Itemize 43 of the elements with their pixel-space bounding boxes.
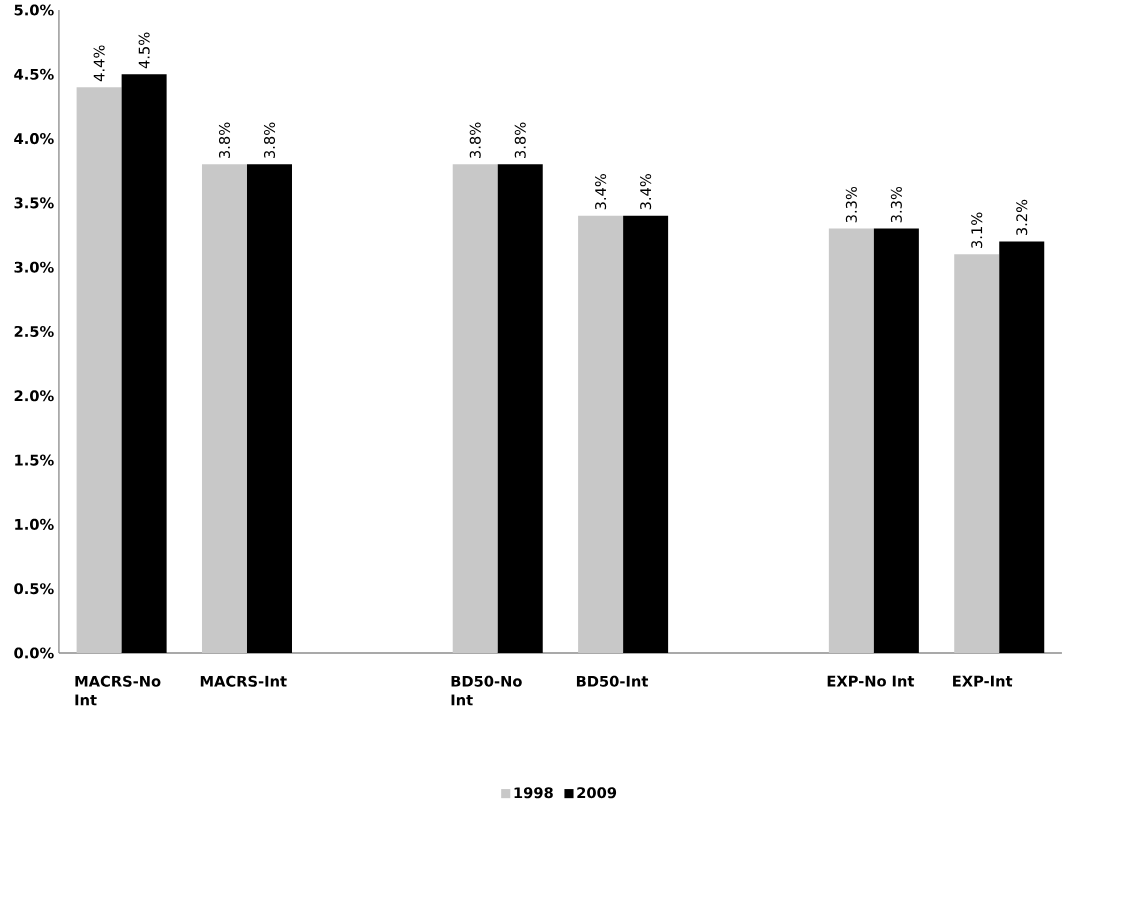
bar	[873, 228, 919, 653]
y-tick-label: 3.5%	[14, 197, 54, 209]
y-tick-label: 1.0%	[15, 518, 54, 530]
data-label: 4.4%	[93, 45, 105, 82]
bar	[578, 215, 624, 653]
bar	[247, 164, 292, 653]
bar	[76, 87, 122, 653]
x-tick-label: MACRS-No Int	[75, 675, 161, 706]
data-label: 3.8%	[218, 122, 231, 158]
x-tick-label: MACRS-Int	[200, 675, 287, 687]
bar	[201, 164, 247, 653]
data-label: 3.3%	[890, 186, 902, 223]
bar	[497, 164, 543, 653]
x-tick-label: BD50-Int	[576, 675, 649, 687]
y-tick-label: 5.0%	[14, 4, 54, 16]
y-tick-label: 0.5%	[14, 583, 54, 595]
data-label: 3.8%	[514, 122, 526, 158]
y-tick-label: 2.5%	[14, 325, 54, 337]
legend-label: 1998	[514, 787, 553, 799]
data-label: 3.4%	[640, 173, 652, 210]
data-label: 3.1%	[971, 212, 983, 248]
y-tick-label: 4.5%	[14, 68, 54, 80]
y-tick-label: 3.0%	[14, 261, 54, 273]
legend-label: 2009	[577, 787, 617, 799]
x-tick-label: EXP-Int	[953, 675, 1013, 687]
bar	[954, 254, 1000, 653]
data-label: 3.2%	[1016, 199, 1028, 236]
data-label: 3.3%	[845, 186, 857, 223]
y-tick-label: 1.5%	[15, 454, 54, 466]
data-label: 3.8%	[263, 122, 276, 158]
bar	[828, 228, 874, 653]
x-tick-label: BD50-No Int	[451, 675, 522, 706]
bar	[452, 164, 498, 653]
y-tick-label: 2.0%	[14, 390, 54, 402]
bar	[121, 74, 167, 653]
data-label: 4.5%	[138, 32, 150, 69]
bar	[999, 241, 1045, 653]
data-label: 3.8%	[469, 122, 481, 158]
y-tick-label: 0.0%	[14, 647, 54, 659]
y-tick-label: 4.0%	[14, 132, 54, 145]
data-label: 3.4%	[595, 173, 607, 210]
bar	[623, 215, 669, 653]
x-tick-label: EXP-No Int	[827, 675, 915, 687]
